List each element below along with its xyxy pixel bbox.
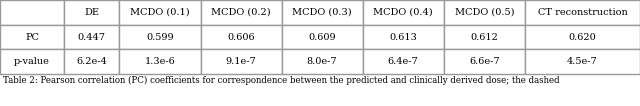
Text: Table 2: Pearson correlation (PC) coefficients for correspondence between the pr: Table 2: Pearson correlation (PC) coeffi… bbox=[3, 76, 560, 85]
